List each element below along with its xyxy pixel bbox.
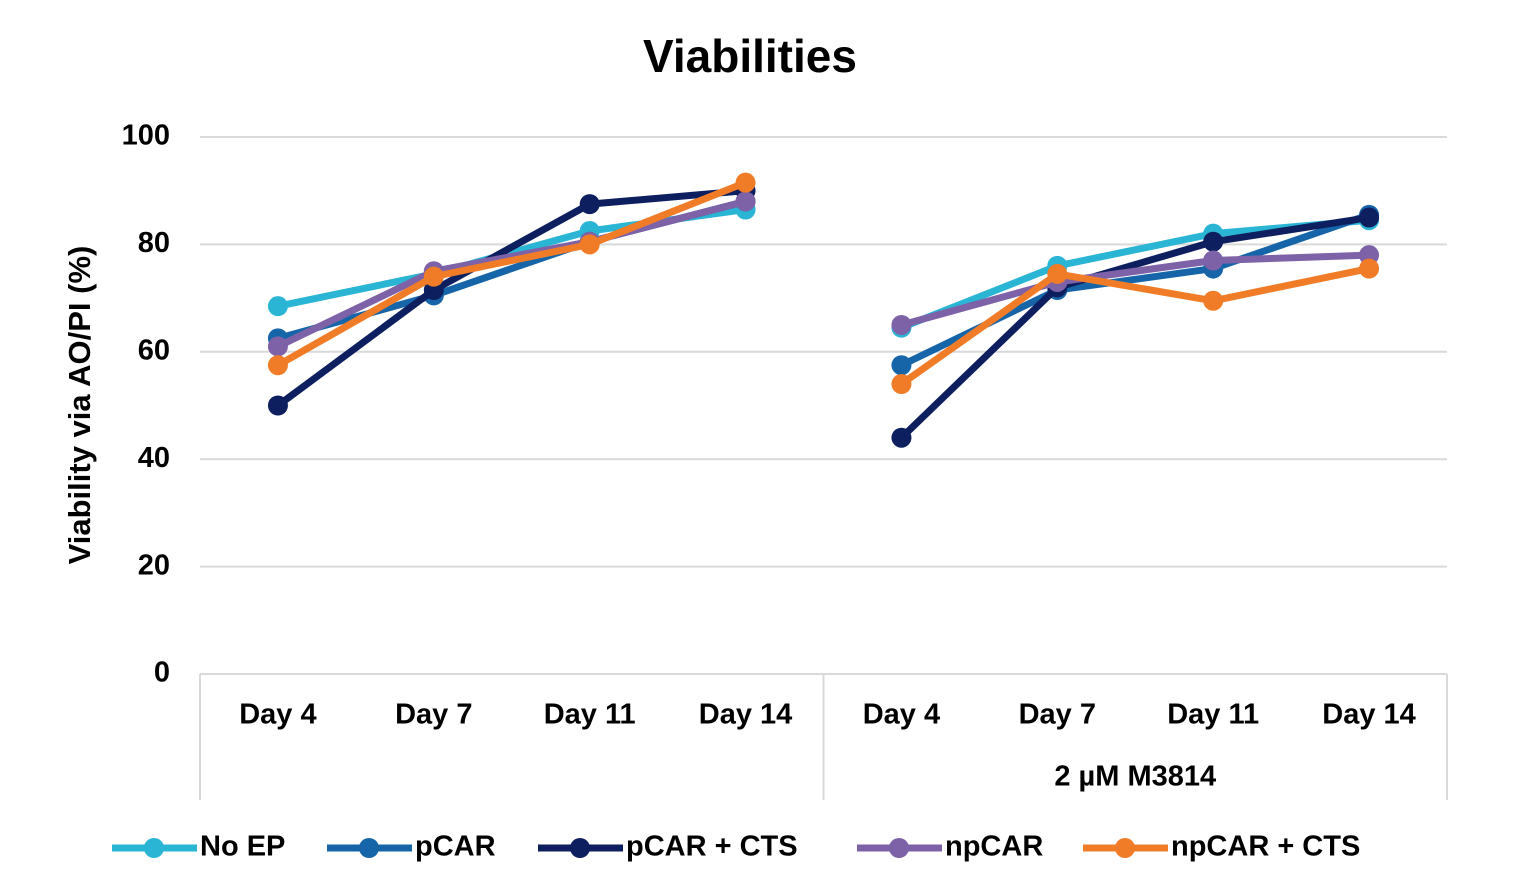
x-tick-label: Day 7: [395, 699, 472, 731]
y-tick-label: 40: [138, 442, 170, 474]
series-line: [899, 265, 1370, 387]
series-line: [276, 198, 747, 350]
y-tick-label: 20: [138, 549, 170, 581]
data-point: [1047, 263, 1068, 284]
legend-label: npCAR: [945, 831, 1043, 863]
chart-title: Viabilities: [643, 30, 857, 82]
data-point: [423, 266, 444, 287]
x-tick-label: Day 14: [1322, 699, 1416, 731]
x-tick-label: Day 11: [1167, 699, 1259, 731]
data-point: [1203, 250, 1224, 271]
y-tick-label: 60: [138, 334, 170, 366]
data-point: [1359, 258, 1380, 279]
group-label: 2 µM M3814: [1054, 761, 1216, 793]
series-line: [899, 214, 1370, 441]
data-point: [1359, 207, 1380, 228]
series-line: [900, 251, 1370, 329]
data-point: [735, 172, 756, 193]
legend-label: pCAR + CTS: [626, 831, 798, 863]
legend-label: No EP: [200, 831, 285, 863]
data-point: [267, 395, 288, 416]
legend-marker: [359, 838, 379, 858]
y-tick-label: 80: [138, 227, 170, 259]
series-line: [275, 187, 746, 409]
legend-marker: [570, 838, 590, 858]
data-point: [891, 427, 912, 448]
data-point: [579, 194, 600, 215]
x-tick-label: Day 7: [1019, 699, 1096, 731]
x-tick-label: Day 14: [699, 699, 793, 731]
y-axis-label: Viability via AO/PI (%): [62, 246, 97, 565]
y-tick-label: 100: [122, 120, 170, 152]
data-point: [1203, 231, 1224, 252]
data-point: [267, 355, 288, 376]
data-point: [735, 191, 756, 212]
data-point: [891, 374, 912, 395]
data-point: [267, 296, 288, 317]
legend-label: npCAR + CTS: [1171, 831, 1360, 863]
legend-label: pCAR: [415, 831, 496, 863]
data-point: [1203, 290, 1224, 311]
data-point: [267, 336, 288, 357]
data-point: [579, 234, 600, 255]
x-tick-label: Day 4: [239, 699, 316, 731]
x-tick-label: Day 11: [544, 699, 636, 731]
y-tick-label: 0: [154, 657, 170, 689]
legend-marker: [144, 838, 164, 858]
legend-marker: [1115, 838, 1135, 858]
x-tick-label: Day 4: [863, 699, 940, 731]
series-line: [276, 179, 747, 369]
data-point: [891, 314, 912, 335]
data-point: [891, 355, 912, 376]
legend-marker: [889, 838, 909, 858]
